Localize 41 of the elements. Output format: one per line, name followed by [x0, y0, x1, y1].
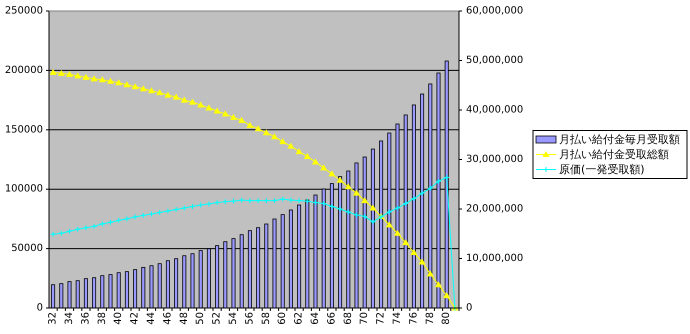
x-tick-label: 36 — [80, 312, 92, 325]
x-tick-label: 52 — [212, 312, 223, 325]
x-tick-label: 62 — [294, 312, 305, 325]
legend-label: 月払い給付金毎月受取額 — [559, 133, 680, 146]
y2-tick-label: 50,000,000 — [466, 55, 524, 66]
y2-tick-label: 20,000,000 — [466, 204, 524, 214]
x-tick-label: 54 — [228, 312, 239, 325]
legend-label: 原価(一発受取額) — [559, 163, 645, 176]
x-tick-label: 48 — [178, 312, 190, 325]
y2-tick-label: 30,000,000 — [466, 154, 524, 165]
x-tick-label: 80 — [441, 312, 452, 325]
x-tick-label: 74 — [392, 312, 403, 325]
x-tick-label: 46 — [162, 312, 174, 325]
x-tick-label: 58 — [260, 312, 272, 325]
y-tick-label: 150000 — [4, 124, 43, 136]
x-tick-label: 44 — [146, 312, 157, 325]
y-tick-label: 50000 — [11, 243, 43, 254]
y-tick-label: 250000 — [4, 6, 43, 16]
x-tick-label: 70 — [359, 312, 370, 325]
y2-tick-label: 0 — [466, 302, 472, 314]
x-tick-label: 72 — [376, 312, 387, 325]
x-tick-label: 76 — [408, 312, 420, 325]
y-tick-label: 0 — [36, 302, 43, 314]
x-tick-label: 66 — [326, 312, 338, 325]
y-tick-label: 100000 — [4, 184, 43, 195]
x-tick-label: 50 — [195, 312, 206, 325]
x-tick-label: 64 — [310, 312, 321, 325]
x-tick-label: 56 — [244, 312, 256, 325]
x-tick-label: 40 — [113, 312, 124, 325]
x-tick-label: 32 — [48, 312, 59, 325]
x-tick-label: 60 — [277, 312, 288, 325]
legend-label: 月払い給付金受取総額 — [559, 148, 669, 161]
x-tick-label: 68 — [342, 312, 354, 325]
y2-tick-label: 10,000,000 — [466, 253, 524, 264]
x-tick-label: 78 — [424, 312, 436, 325]
x-tick-label: 38 — [96, 312, 108, 325]
x-tick-label: 42 — [130, 312, 141, 325]
y2-tick-label: 60,000,000 — [466, 6, 524, 16]
x-tick-label: 34 — [64, 312, 75, 325]
y2-tick-label: 40,000,000 — [466, 104, 524, 116]
y-tick-label: 200000 — [4, 64, 43, 76]
